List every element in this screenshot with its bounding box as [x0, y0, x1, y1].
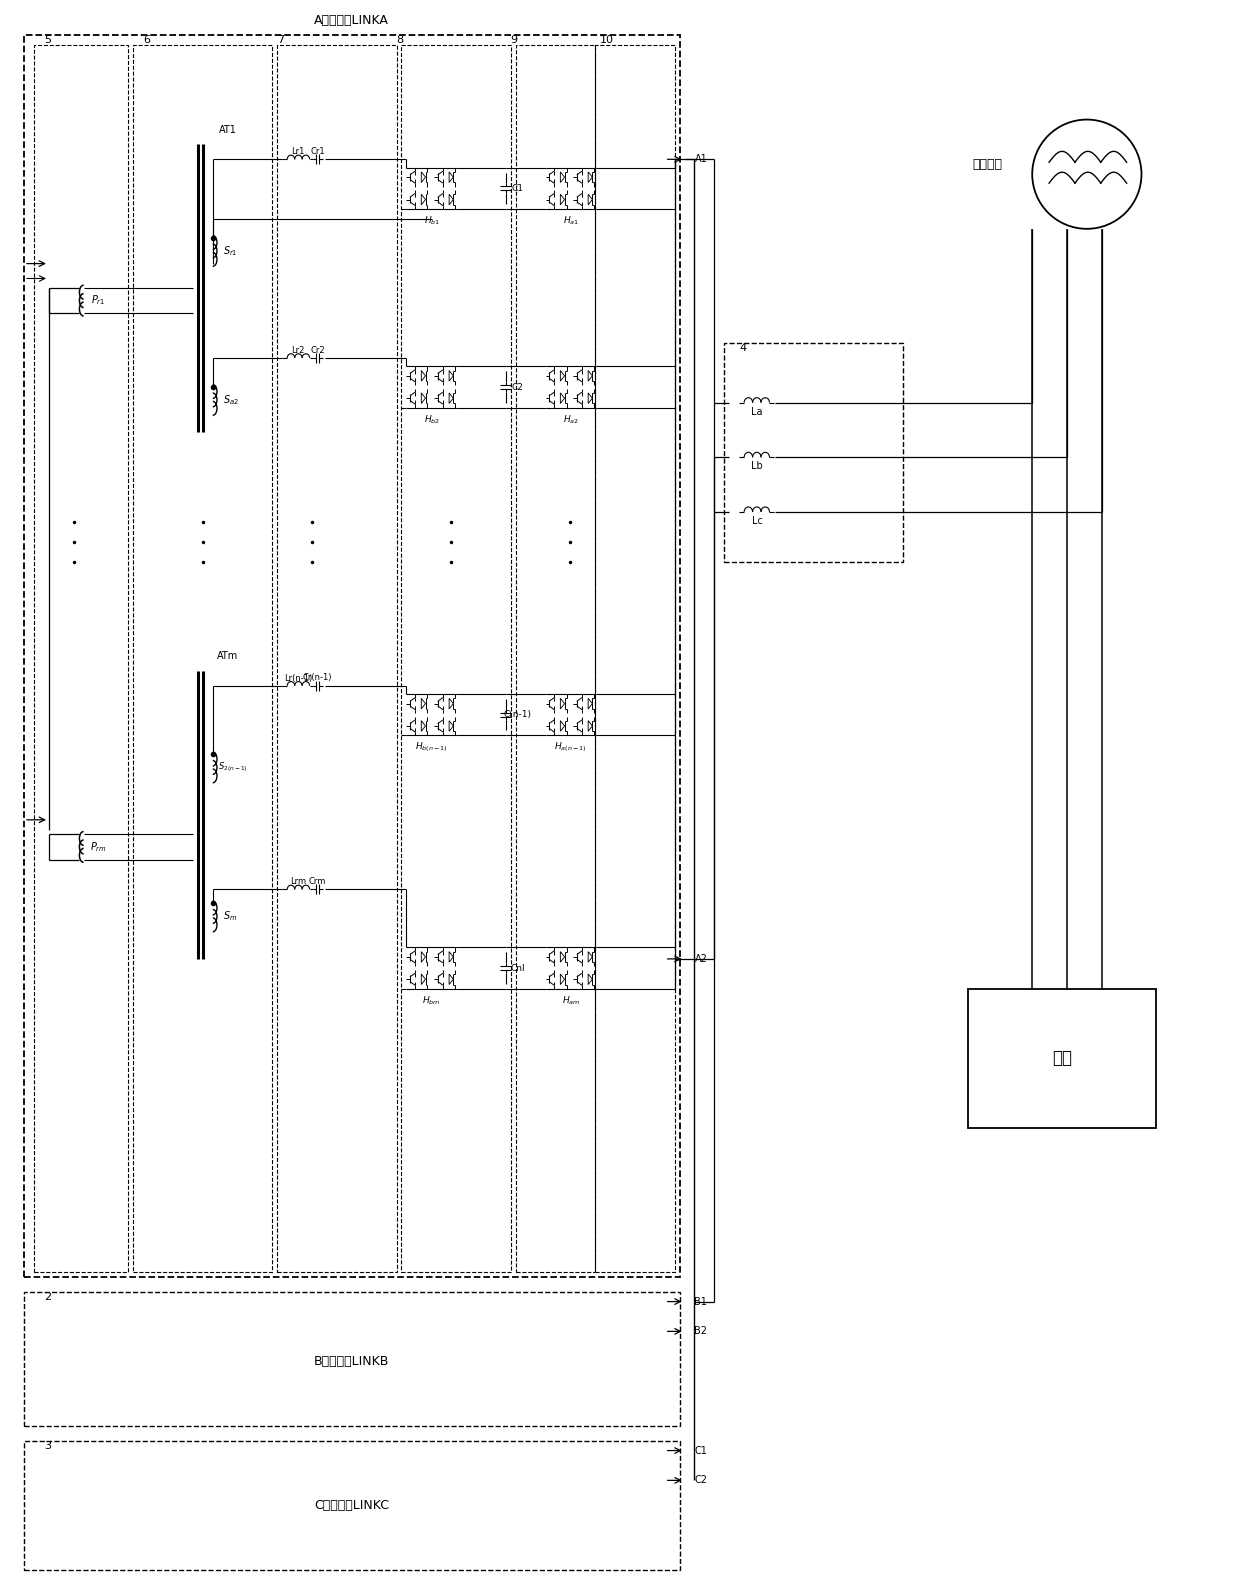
Text: $H_{a(n-1)}$: $H_{a(n-1)}$: [554, 741, 588, 754]
Text: 9: 9: [511, 35, 518, 45]
Polygon shape: [588, 370, 593, 382]
Polygon shape: [588, 720, 593, 731]
Text: Lr(n-1): Lr(n-1): [284, 674, 312, 682]
Text: Lc: Lc: [751, 515, 763, 526]
Text: 7: 7: [278, 35, 284, 45]
Polygon shape: [560, 720, 564, 731]
Text: Lrm: Lrm: [290, 878, 306, 886]
Text: La: La: [751, 407, 763, 417]
Text: Lr1: Lr1: [291, 148, 305, 156]
Bar: [595, 45, 675, 1272]
Polygon shape: [560, 393, 564, 404]
Text: 10: 10: [600, 35, 614, 45]
Text: C1: C1: [694, 1445, 707, 1455]
Text: $S_m$: $S_m$: [223, 909, 238, 924]
Polygon shape: [449, 393, 454, 404]
Polygon shape: [449, 194, 454, 205]
Bar: [24, 1291, 680, 1426]
Polygon shape: [449, 370, 454, 382]
Text: $H_{bm}$: $H_{bm}$: [423, 994, 441, 1006]
Text: C1: C1: [512, 184, 523, 192]
Text: Cr(n-1): Cr(n-1): [303, 673, 332, 682]
Text: $H_{a1}$: $H_{a1}$: [563, 215, 579, 227]
Text: B1: B1: [694, 1296, 707, 1307]
Text: C2: C2: [694, 1476, 708, 1485]
Polygon shape: [449, 720, 454, 731]
Polygon shape: [560, 370, 564, 382]
Text: $S_{2(n-1)}$: $S_{2(n-1)}$: [218, 760, 248, 774]
Text: 8: 8: [397, 35, 404, 45]
Polygon shape: [588, 172, 593, 183]
Polygon shape: [449, 952, 454, 962]
Polygon shape: [588, 975, 593, 984]
Text: 4: 4: [739, 343, 746, 353]
Polygon shape: [560, 698, 564, 709]
Text: $P_{r1}$: $P_{r1}$: [92, 294, 105, 307]
Polygon shape: [449, 172, 454, 183]
Bar: [402, 45, 511, 1272]
Polygon shape: [588, 698, 593, 709]
Text: A相阀电路LINKA: A相阀电路LINKA: [315, 14, 389, 27]
Bar: [516, 45, 595, 1272]
Polygon shape: [422, 393, 425, 404]
Polygon shape: [422, 194, 425, 205]
Bar: [24, 35, 680, 1277]
Polygon shape: [422, 720, 425, 731]
Text: Cr1: Cr1: [310, 146, 325, 156]
Text: Cnl: Cnl: [511, 964, 525, 973]
Polygon shape: [560, 952, 564, 962]
Polygon shape: [449, 975, 454, 984]
Text: Lr2: Lr2: [291, 347, 305, 355]
Text: $P_{rm}$: $P_{rm}$: [91, 840, 107, 854]
Text: Crm: Crm: [309, 878, 326, 886]
Text: B相阀电路LINKB: B相阀电路LINKB: [314, 1355, 389, 1367]
Polygon shape: [422, 370, 425, 382]
Polygon shape: [449, 698, 454, 709]
Text: C相阀电路LINKC: C相阀电路LINKC: [314, 1499, 389, 1512]
Polygon shape: [588, 393, 593, 404]
Text: $H_{b2}$: $H_{b2}$: [424, 413, 440, 426]
Text: A2: A2: [694, 954, 707, 964]
Text: AT1: AT1: [218, 124, 237, 135]
Text: 2: 2: [43, 1291, 51, 1302]
Bar: [24, 1441, 680, 1569]
Text: ATm: ATm: [217, 650, 238, 661]
Polygon shape: [560, 172, 564, 183]
Bar: [278, 45, 397, 1272]
Polygon shape: [422, 975, 425, 984]
Bar: [967, 989, 1157, 1127]
Text: $H_{a2}$: $H_{a2}$: [563, 413, 579, 426]
Text: $H_{b(n-1)}$: $H_{b(n-1)}$: [415, 741, 448, 754]
Text: C(n-1): C(n-1): [503, 711, 532, 719]
Polygon shape: [422, 172, 425, 183]
Text: $H_{b1}$: $H_{b1}$: [424, 215, 440, 227]
Text: Lb: Lb: [751, 461, 763, 471]
Text: 负载: 负载: [1052, 1049, 1073, 1067]
Text: $S_{a2}$: $S_{a2}$: [223, 393, 238, 407]
Bar: [133, 45, 273, 1272]
Bar: [33, 45, 128, 1272]
Text: $H_{am}$: $H_{am}$: [562, 994, 580, 1006]
Text: A1: A1: [694, 154, 707, 164]
Polygon shape: [422, 698, 425, 709]
Bar: [724, 343, 903, 561]
Polygon shape: [422, 952, 425, 962]
Text: 3: 3: [43, 1441, 51, 1450]
Polygon shape: [560, 194, 564, 205]
Text: C2: C2: [512, 383, 523, 391]
Polygon shape: [560, 975, 564, 984]
Polygon shape: [588, 194, 593, 205]
Text: Cr2: Cr2: [310, 345, 325, 355]
Text: $S_{r1}$: $S_{r1}$: [223, 243, 238, 258]
Text: 5: 5: [43, 35, 51, 45]
Text: 交流电网: 交流电网: [972, 157, 1002, 170]
Circle shape: [1032, 119, 1142, 229]
Text: B2: B2: [694, 1326, 708, 1336]
Polygon shape: [588, 952, 593, 962]
Text: 6: 6: [144, 35, 150, 45]
